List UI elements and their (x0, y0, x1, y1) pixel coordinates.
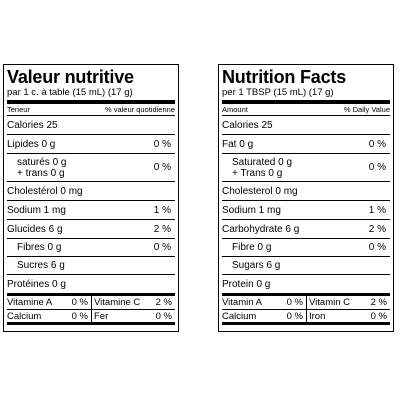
trans-label: + trans 0 g (17, 167, 65, 179)
bottom-divider (222, 322, 390, 325)
calcium-cell: Calcium 0 % (222, 310, 306, 322)
fat-pct: 0 % (153, 138, 171, 150)
calories-row: Calories 25 (7, 115, 175, 134)
sugars-label: Sucres 6 g (17, 260, 65, 271)
carbohydrate-label: Glucides 6 g (7, 223, 63, 235)
sugars-row: Sugars 6 g (222, 256, 390, 274)
sodium-row: Sodium 1 mg 1 % (222, 200, 390, 219)
vitamin-a-cell: Vitamin A 0 % (222, 296, 306, 309)
thick-divider (7, 293, 175, 296)
iron-cell: Iron 0 % (306, 310, 390, 322)
vitamin-c-cell: Vitamin C 2 % (306, 296, 390, 309)
thick-divider (222, 293, 390, 296)
vitamin-a-pct: 0 % (71, 297, 88, 308)
mineral-row: Calcium 0 % Iron 0 % (222, 309, 390, 322)
fibre-pct: 0 % (153, 242, 171, 253)
fat-row: Lipides 0 g 0 % (7, 134, 175, 153)
calories-label: Calories 25 (7, 119, 58, 131)
header-daily-value: % valeur quotidienne (104, 105, 175, 114)
vitamin-c-pct: 2 % (155, 297, 172, 308)
nutrition-label-english: Nutrition Facts per 1 TBSP (15 mL) (17 g… (218, 64, 394, 332)
sodium-label: Sodium 1 mg (7, 204, 66, 216)
serving-size: per 1 TBSP (15 mL) (17 g) (222, 87, 334, 98)
iron-pct: 0 % (370, 311, 387, 322)
calcium-cell: Calcium 0 % (7, 310, 91, 322)
iron-pct: 0 % (155, 311, 172, 322)
fibre-label: Fibres 0 g (17, 242, 62, 253)
bottom-divider (7, 322, 175, 325)
column-header: Teneur % valeur quotidienne (7, 104, 175, 115)
cholesterol-label: Cholesterol 0 mg (222, 185, 298, 197)
fibre-row: Fibre 0 g 0 % (222, 238, 390, 256)
vitamin-row: Vitamine A 0 % Vitamine C 2 % (7, 296, 175, 309)
label-title: Nutrition Facts (222, 67, 347, 87)
calories-label: Calories 25 (222, 119, 273, 131)
calcium-pct: 0 % (286, 311, 303, 322)
fibre-pct: 0 % (368, 242, 386, 253)
fat-pct: 0 % (368, 138, 386, 150)
saturated-trans-pct: 0 % (368, 162, 386, 173)
header-amount: Teneur (7, 105, 30, 114)
saturated-trans-pct: 0 % (153, 162, 171, 173)
label-title: Valeur nutritive (7, 67, 134, 87)
cholesterol-row: Cholestérol 0 mg (7, 181, 175, 200)
calcium-label: Calcium (222, 311, 257, 322)
vitamin-c-cell: Vitamine C 2 % (91, 296, 175, 309)
iron-label: Fer (94, 311, 109, 322)
iron-label: Iron (309, 311, 326, 322)
trans-label: + Trans 0 g (232, 167, 283, 179)
fibre-label: Fibre 0 g (232, 242, 272, 253)
column-header: Amount % Daily Value (222, 104, 390, 115)
protein-label: Protein 0 g (222, 278, 271, 290)
protein-row: Protein 0 g (222, 274, 390, 293)
protein-label: Protéines 0 g (7, 278, 66, 290)
sodium-pct: 1 % (153, 204, 171, 216)
sodium-label: Sodium 1 mg (222, 204, 281, 216)
sugars-row: Sucres 6 g (7, 256, 175, 274)
vitamin-a-cell: Vitamine A 0 % (7, 296, 91, 309)
cholesterol-label: Cholestérol 0 mg (7, 185, 83, 197)
vitamin-a-label: Vitamin A (222, 297, 262, 308)
vitamin-c-pct: 2 % (370, 297, 387, 308)
iron-cell: Fer 0 % (91, 310, 175, 322)
calcium-pct: 0 % (71, 311, 88, 322)
saturated-label: Saturated 0 g (232, 156, 293, 168)
serving-size: par 1 c. à table (15 mL) (17 g) (7, 87, 133, 98)
thick-divider (7, 100, 175, 104)
sodium-row: Sodium 1 mg 1 % (7, 200, 175, 219)
vitamin-row: Vitamin A 0 % Vitamin C 2 % (222, 296, 390, 309)
sodium-pct: 1 % (368, 204, 386, 216)
carbohydrate-row: Carbohydrate 6 g 2 % (222, 219, 390, 238)
fat-label: Lipides 0 g (7, 138, 56, 150)
saturated-trans-row: Saturated 0 g + Trans 0 g 0 % (222, 153, 390, 181)
header-daily-value: % Daily Value (343, 105, 390, 114)
calories-row: Calories 25 (222, 115, 390, 134)
saturated-label: saturés 0 g (17, 156, 67, 168)
cholesterol-row: Cholesterol 0 mg (222, 181, 390, 200)
carbohydrate-row: Glucides 6 g 2 % (7, 219, 175, 238)
protein-row: Protéines 0 g (7, 274, 175, 293)
fat-row: Fat 0 g 0 % (222, 134, 390, 153)
calcium-label: Calcium (7, 311, 42, 322)
sugars-label: Sugars 6 g (232, 260, 281, 271)
vitamin-a-pct: 0 % (286, 297, 303, 308)
mineral-row: Calcium 0 % Fer 0 % (7, 309, 175, 322)
fibre-row: Fibres 0 g 0 % (7, 238, 175, 256)
thick-divider (222, 100, 390, 104)
vitamin-c-label: Vitamine C (94, 297, 141, 308)
header-amount: Amount (222, 105, 248, 114)
fat-label: Fat 0 g (222, 138, 254, 150)
carbohydrate-pct: 2 % (368, 223, 386, 235)
vitamin-c-label: Vitamin C (309, 297, 351, 308)
carbohydrate-label: Carbohydrate 6 g (222, 223, 300, 235)
carbohydrate-pct: 2 % (153, 223, 171, 235)
nutrition-label-french: Valeur nutritive par 1 c. à table (15 mL… (3, 64, 179, 332)
saturated-trans-row: saturés 0 g + trans 0 g 0 % (7, 153, 175, 181)
vitamin-a-label: Vitamine A (7, 297, 53, 308)
